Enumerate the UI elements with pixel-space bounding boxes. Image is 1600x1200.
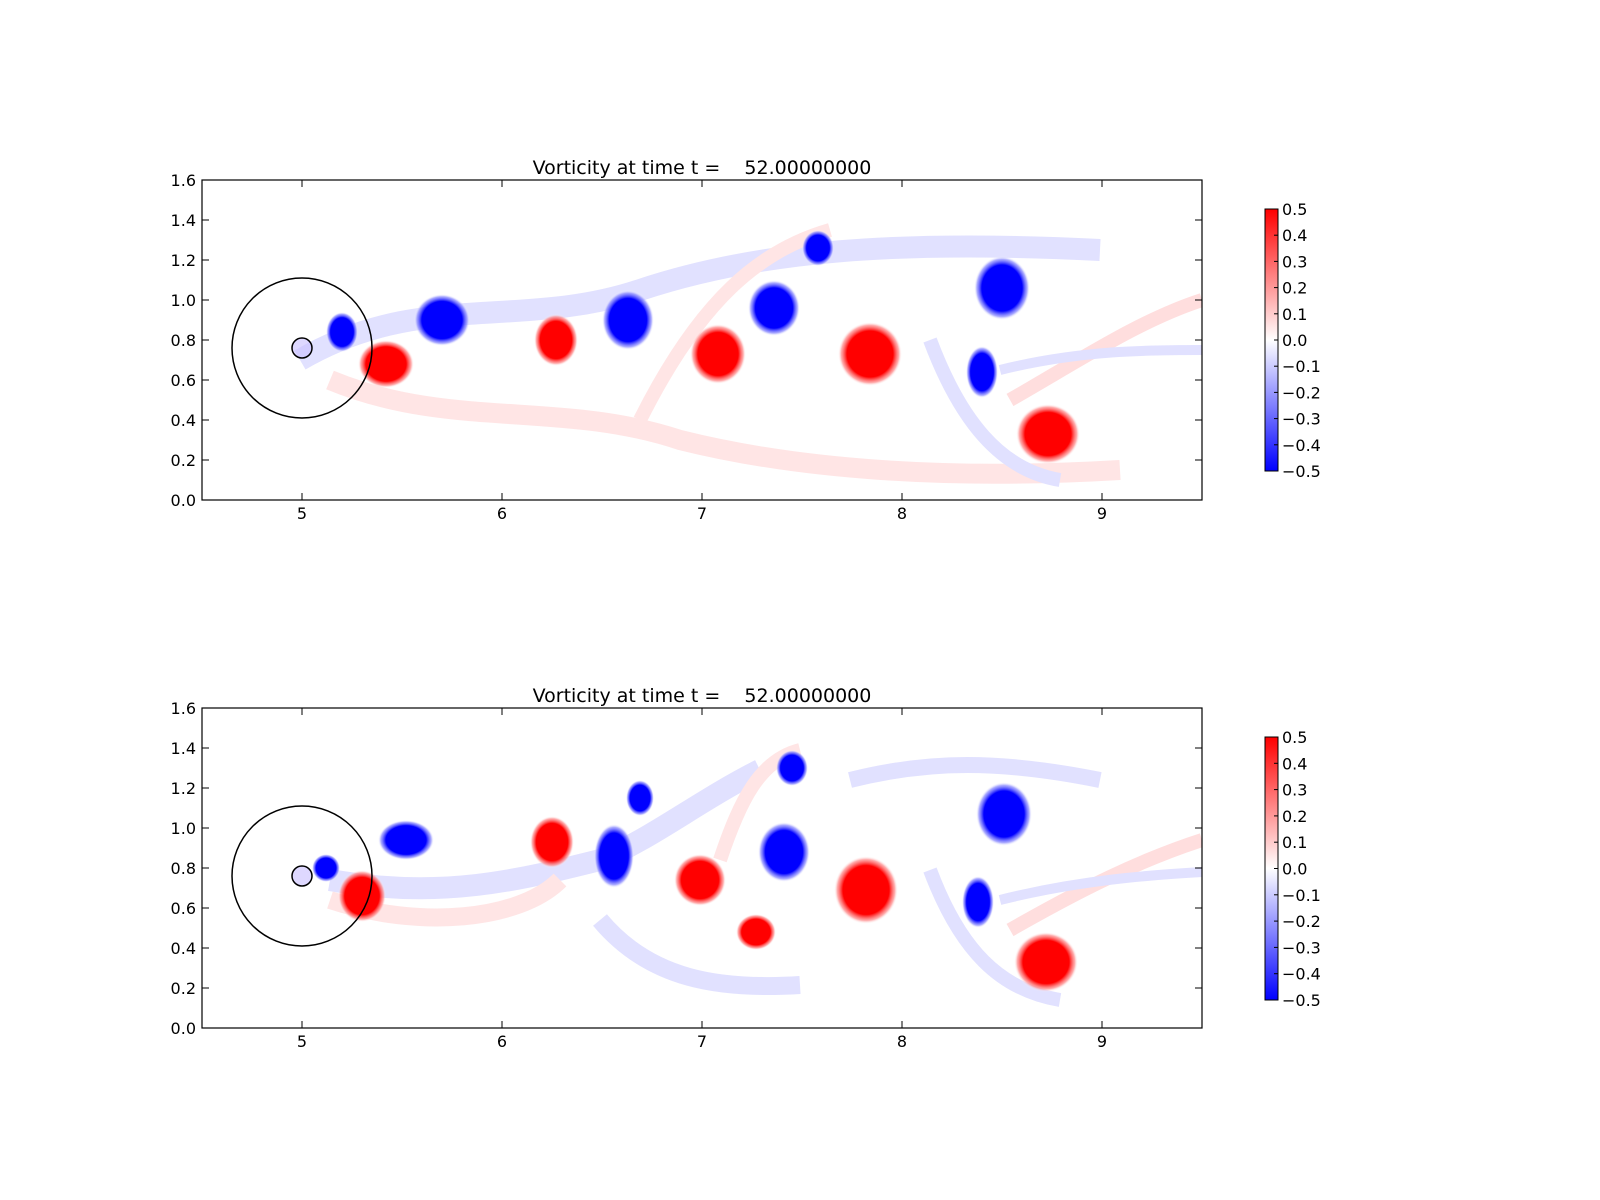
y-tick-label: 1.0 — [171, 819, 196, 838]
y-tick-label: 0.4 — [171, 411, 196, 430]
colorbar-tick-label: −0.4 — [1282, 965, 1321, 984]
y-tick-label: 0.0 — [171, 1019, 196, 1038]
colorbar-tick-label: −0.4 — [1282, 436, 1321, 455]
y-tick-label: 0.0 — [171, 491, 196, 510]
positive-vortex-6 — [674, 854, 726, 906]
colorbar-tick-label: −0.3 — [1282, 938, 1321, 957]
positive-vortex-13 — [1014, 932, 1078, 992]
circle-layer — [231, 805, 373, 947]
colorbar-tick-label: 0.1 — [1282, 833, 1307, 852]
negative-vortex-4 — [602, 290, 654, 350]
positive-vortex-11 — [1016, 404, 1080, 464]
negative-vortex-0 — [326, 312, 358, 352]
x-axis: 5 6 7 8 9 — [297, 180, 1107, 523]
y-tick-label: 1.0 — [171, 291, 196, 310]
colorbar-tick-label: 0.3 — [1282, 781, 1307, 800]
x-tick-label: 5 — [297, 504, 307, 523]
negative-vortex-12 — [962, 876, 994, 928]
y-tick-label: 1.2 — [171, 779, 196, 798]
chart-title: Vorticity at time t = 52.00000000 — [533, 157, 872, 179]
y-tick-label: 0.8 — [171, 859, 196, 878]
colorbar-tick-label: 0.5 — [1282, 728, 1307, 747]
positive-vortex-8 — [838, 322, 902, 386]
x-tick-label: 6 — [497, 1032, 507, 1051]
positive-vortex-1 — [338, 870, 386, 922]
x-tick-label: 7 — [697, 1032, 707, 1051]
colorbar-tick-label: 0.0 — [1282, 331, 1307, 350]
x-tick-label: 8 — [897, 1032, 907, 1051]
positive-vortex-10 — [834, 856, 898, 924]
negative-vortex-2 — [414, 294, 470, 346]
y-tick-label: 1.4 — [171, 211, 196, 230]
colorbar-tick-label: 0.2 — [1282, 807, 1307, 826]
colorbar-tick-label: 0.1 — [1282, 305, 1307, 324]
y-axis: 0.0 0.2 0.4 0.6 0.8 1.0 1.2 1.4 1.6 — [171, 699, 1202, 1038]
negative-vortex-4 — [594, 824, 634, 888]
colorbar: 0.5 0.4 0.3 0.2 0.1 0.0 −0.1 −0.2 −0.3 −0.4 −0.5 — [1264, 728, 1321, 1010]
negative-vortex-11 — [976, 782, 1032, 846]
colorbar-ticks: 0.5 0.4 0.3 0.2 0.1 0.0 −0.1 −0.2 −0.3 −0.4 −0.5 — [1274, 728, 1321, 1010]
x-tick-label: 8 — [897, 504, 907, 523]
positive-vortex-3 — [534, 314, 578, 366]
positive-vortex-7 — [736, 914, 776, 950]
x-tick-label: 5 — [297, 1032, 307, 1051]
colorbar-tick-label: −0.3 — [1282, 410, 1321, 429]
colorbar-tick-label: 0.0 — [1282, 860, 1307, 879]
colorbar-tick-label: 0.4 — [1282, 754, 1307, 773]
colorbar-tick-label: −0.5 — [1282, 991, 1321, 1010]
domain-circle — [231, 805, 373, 947]
x-tick-label: 9 — [1097, 1032, 1107, 1051]
colorbar: 0.5 0.4 0.3 0.2 0.1 0.0 −0.1 −0.2 −0.3 −0.4 −0.5 — [1264, 200, 1321, 481]
colorbar-tick-label: 0.2 — [1282, 279, 1307, 298]
negative-vortex-9 — [974, 256, 1030, 320]
y-tick-label: 0.8 — [171, 331, 196, 350]
x-axis: 5 6 7 8 9 — [297, 708, 1107, 1051]
x-tick-label: 9 — [1097, 504, 1107, 523]
cylinder-circle — [291, 337, 313, 359]
colorbar-tick-label: −0.2 — [1282, 383, 1321, 402]
colorbar-tick-label: −0.1 — [1282, 357, 1321, 376]
positive-vortex-5 — [690, 324, 746, 384]
y-tick-label: 1.6 — [171, 171, 196, 190]
negative-vortex-8 — [758, 822, 810, 882]
colorbar-ticks: 0.5 0.4 0.3 0.2 0.1 0.0 −0.1 −0.2 −0.3 −0.4 −0.5 — [1274, 200, 1321, 481]
negative-vortex-0 — [312, 854, 340, 882]
negative-vortex-10 — [966, 346, 998, 398]
y-axis: 0.0 0.2 0.4 0.6 0.8 1.0 1.2 1.4 1.6 — [171, 171, 1202, 510]
negative-vortex-6 — [748, 280, 800, 336]
y-tick-label: 0.6 — [171, 371, 196, 390]
vortex-layer — [312, 750, 1078, 992]
circle-layer — [231, 277, 373, 419]
colorbar-tick-label: −0.1 — [1282, 886, 1321, 905]
y-tick-label: 0.4 — [171, 939, 196, 958]
y-tick-label: 1.6 — [171, 699, 196, 718]
negative-vortex-9 — [776, 750, 808, 786]
y-tick-label: 0.2 — [171, 979, 196, 998]
colorbar-tick-label: −0.5 — [1282, 462, 1321, 481]
positive-vortex-1 — [358, 340, 414, 388]
x-tick-label: 7 — [697, 504, 707, 523]
colorbar-tick-label: 0.3 — [1282, 252, 1307, 271]
colorbar-tick-label: −0.2 — [1282, 912, 1321, 931]
y-tick-label: 0.6 — [171, 899, 196, 918]
positive-vortex-3 — [530, 816, 574, 868]
negative-vortex-5 — [626, 780, 654, 816]
negative-vortex-2 — [378, 820, 434, 860]
colorbar-tick-label: 0.5 — [1282, 200, 1307, 219]
x-tick-label: 6 — [497, 504, 507, 523]
cylinder-circle — [291, 865, 313, 887]
y-tick-label: 1.2 — [171, 251, 196, 270]
chart-title: Vorticity at time t = 52.00000000 — [533, 685, 872, 707]
colorbar-tick-label: 0.4 — [1282, 226, 1307, 245]
negative-vortex-7 — [802, 230, 834, 266]
y-tick-label: 0.2 — [171, 451, 196, 470]
domain-circle — [231, 277, 373, 419]
y-tick-label: 1.4 — [171, 739, 196, 758]
